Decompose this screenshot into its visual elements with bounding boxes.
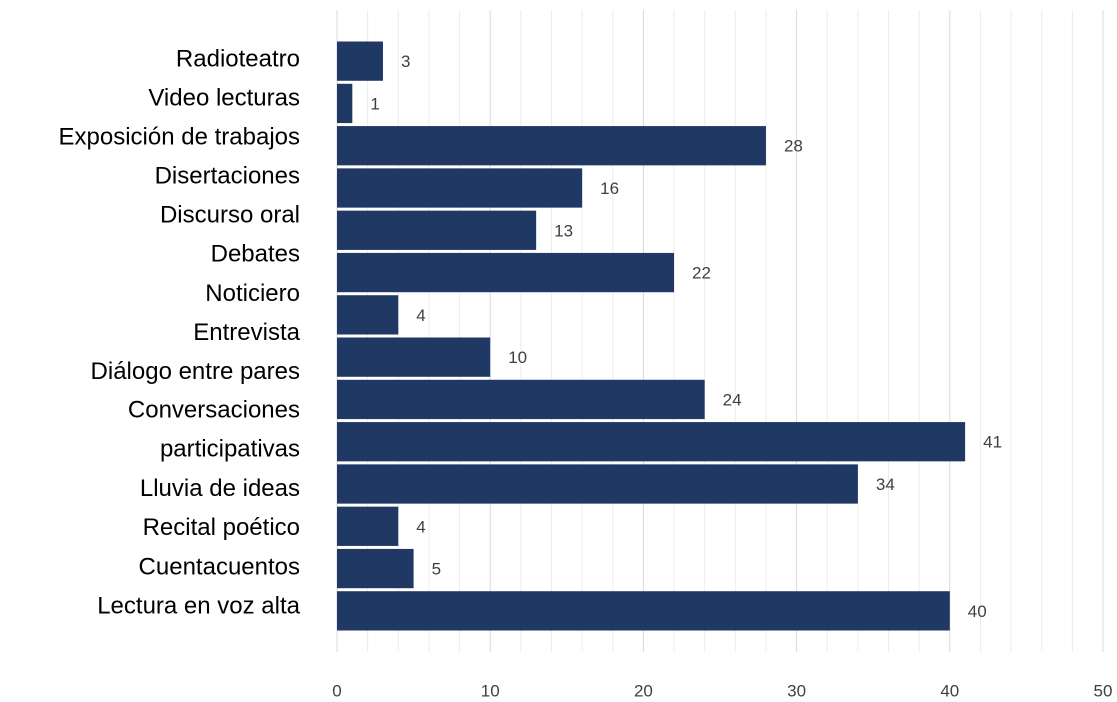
category-label: Lectura en voz alta <box>97 592 300 619</box>
category-label: Noticiero <box>205 280 300 307</box>
bar <box>337 210 537 250</box>
value-label: 4 <box>416 306 425 325</box>
value-label: 4 <box>416 517 425 536</box>
category-label: Recital poético <box>143 514 300 541</box>
x-tick-label: 10 <box>481 681 500 700</box>
bar <box>337 464 858 504</box>
category-label: Diálogo entre pares <box>91 358 300 385</box>
value-label: 5 <box>432 560 441 579</box>
x-tick-label: 30 <box>787 681 806 700</box>
value-label: 40 <box>968 602 987 621</box>
category-label: Conversaciones participativas <box>128 397 300 463</box>
bar <box>337 379 705 420</box>
x-tick-label: 20 <box>634 681 653 700</box>
x-tick-label: 0 <box>332 681 341 700</box>
value-label: 3 <box>401 52 410 71</box>
category-label: Debates <box>211 241 300 268</box>
value-label: 41 <box>983 433 1002 452</box>
value-label: 34 <box>876 475 895 494</box>
value-label: 13 <box>554 221 573 240</box>
category-label: Cuentacuentos <box>139 553 300 580</box>
x-tick-label: 50 <box>1094 681 1113 700</box>
bar <box>337 168 583 208</box>
category-label: Discurso oral <box>160 202 300 229</box>
category-label: Exposición de trabajos <box>59 123 300 150</box>
category-label: Lluvia de ideas <box>140 475 300 502</box>
bar <box>337 591 950 631</box>
value-label: 28 <box>784 137 803 156</box>
category-label: Entrevista <box>193 319 300 346</box>
bar <box>337 422 966 462</box>
bar <box>337 548 414 589</box>
value-label: 22 <box>692 264 711 283</box>
category-label: Disertaciones <box>155 163 300 190</box>
bar <box>337 337 491 377</box>
category-label: Radioteatro <box>176 45 300 72</box>
bar <box>337 41 383 81</box>
x-tick-label: 40 <box>940 681 959 700</box>
bar <box>337 83 353 124</box>
value-label: 16 <box>600 179 619 198</box>
bar <box>337 126 766 166</box>
value-label: 24 <box>723 390 742 409</box>
bar <box>337 506 399 546</box>
category-label: Video lecturas <box>148 84 300 111</box>
bar <box>337 295 399 335</box>
value-label: 1 <box>370 94 379 113</box>
value-label: 10 <box>508 348 527 367</box>
bar <box>337 252 675 293</box>
